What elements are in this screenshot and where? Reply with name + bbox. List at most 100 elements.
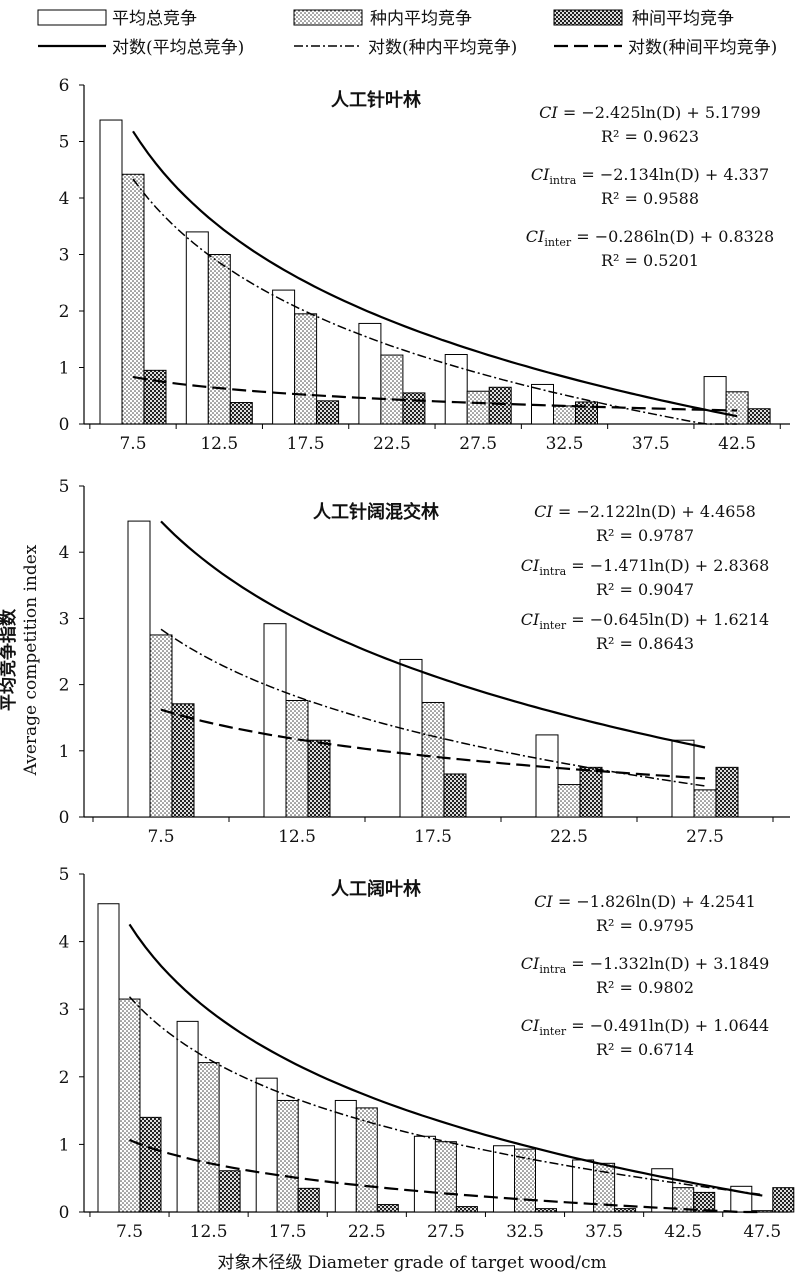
x-tick-label: 12.5 [190,1222,228,1242]
equation-text: CI = −2.425ln(D) + 5.1799 [539,103,761,122]
bar-total [272,289,296,425]
bar-inter [218,1170,241,1213]
bar-total [127,520,151,818]
y-axis-title-en: Average competition index [21,544,41,776]
equation-text: CIinter = −0.645ln(D) + 1.6214 [521,610,769,632]
x-tick-label: 7.5 [119,434,146,454]
y-tick-label: 5 [59,477,70,497]
bar-inter [297,1187,320,1213]
legend-swatch-inter [553,9,623,26]
x-tick-label: 47.5 [743,1222,781,1242]
bar-inter [488,386,512,425]
x-axis-title: 对象木径级 Diameter grade of target wood/cm [217,1253,606,1273]
equation-text: CIintra = −2.134ln(D) + 4.337 [531,165,769,187]
bar-intra [285,699,309,818]
bar-total [263,623,287,818]
y-tick-label: 1 [59,359,70,379]
bar-inter [535,1208,557,1213]
bar-intra [557,784,581,818]
legend-item-log-intra: 对数(种内平均竞争) [294,38,517,58]
bar-total [99,119,123,425]
fit-line-log-total [128,923,763,1197]
fit-line-log-intra [132,178,738,425]
legend-label-intra: 种内平均竞争 [370,9,472,29]
y-tick-label: 0 [59,808,70,828]
bar-total [535,734,559,818]
panel-3: 0 1 2 3 4 5 7.5 12.5 17.5 22.5 27.5 32.5 37.5 42.5 47.… [59,865,795,1242]
legend-swatch-intra [293,9,363,26]
bar-total [671,739,695,818]
bar-intra [553,405,576,425]
bar-inter [139,1116,162,1213]
bar-inter [443,773,467,818]
bar-inter [455,1206,478,1213]
x-tick-label: 7.5 [147,827,174,847]
bar-intra [593,1162,616,1213]
fit-line-log-intra [128,996,763,1196]
r-squared-text: R² = 0.9588 [601,189,699,208]
equation-text: CI = −1.826ln(D) + 4.2541 [534,892,756,911]
y-tick-label: 1 [59,1135,70,1155]
bar-inter [614,1208,637,1213]
x-tick-label: 37.5 [585,1222,623,1242]
y-tick-label: 6 [59,76,70,96]
fit-line-log-inter [160,708,706,780]
equation-text: CIintra = −1.332ln(D) + 3.1849 [521,954,770,976]
bar-inter [747,408,771,425]
fit-line-log-total [132,130,738,418]
legend-label-total: 平均总竞争 [112,9,197,29]
bar-inter [143,369,167,425]
equation-text: CIintra = −1.471ln(D) + 2.8368 [521,556,770,578]
bar-intra [466,390,490,425]
legend-label-log-total: 对数(平均总竞争) [112,38,244,58]
bar-intra [207,254,231,425]
bar-intra [514,1148,536,1213]
x-tick-label: 32.5 [506,1222,544,1242]
legend-item-total: 平均总竞争 [37,9,197,29]
panel-2: 0 1 2 3 4 5 7.5 12.5 17.5 22.5 27.5 人工针阔混交林 CI = −2.… [59,477,790,847]
y-tick-label: 0 [59,1203,70,1223]
bar-total [413,1135,436,1213]
bar-inter [579,766,603,818]
legend-swatch-total [37,9,107,26]
x-tick-label: 42.5 [718,434,756,454]
panel-1: 0 1 2 3 4 5 6 7.5 12.5 17.5 22.5 27.5 32.5 37.5 42.5 人工… [59,76,790,454]
r-squared-text: R² = 0.9787 [596,526,694,545]
fit-line-log-inter [132,375,738,412]
y-tick-label: 1 [59,742,70,762]
bar-intra [197,1062,220,1213]
x-tick-label: 17.5 [414,827,452,847]
legend-item-log-inter: 对数(种间平均竞争) [554,38,777,58]
bar-total [185,231,209,425]
y-axis-title-cn: 平均竞争指数 [0,608,19,711]
y-tick-label: 3 [59,609,70,629]
bar-intra [693,789,717,818]
equation-text: CIinter = −0.491ln(D) + 1.0644 [521,1016,769,1038]
bar-inter [772,1187,795,1213]
bar-intra [421,701,445,818]
x-tick-label: 32.5 [546,434,584,454]
bar-total [255,1077,278,1213]
r-squared-text: R² = 0.9802 [596,978,694,997]
r-squared-text: R² = 0.5201 [601,251,699,270]
y-tick-label: 4 [59,189,70,209]
bar-inter [693,1191,716,1213]
x-tick-label: 27.5 [427,1222,465,1242]
bar-inter [715,766,739,818]
r-squared-text: R² = 0.9623 [601,127,699,146]
x-tick-label: 22.5 [550,827,588,847]
bar-inter [171,703,195,818]
legend-label-inter: 种间平均竞争 [632,9,734,29]
x-tick-label: 12.5 [278,827,316,847]
bar-intra [121,173,145,425]
bar-total [176,1020,199,1213]
bar-inter [307,739,331,818]
bar-intra [434,1141,457,1213]
y-tick-label: 3 [59,246,70,266]
legend-item-inter: 种间平均竞争 [553,9,734,29]
bar-total [444,354,468,425]
x-tick-label: 22.5 [348,1222,386,1242]
r-squared-text: R² = 0.6714 [596,1040,694,1059]
y-tick-label: 4 [59,543,70,563]
